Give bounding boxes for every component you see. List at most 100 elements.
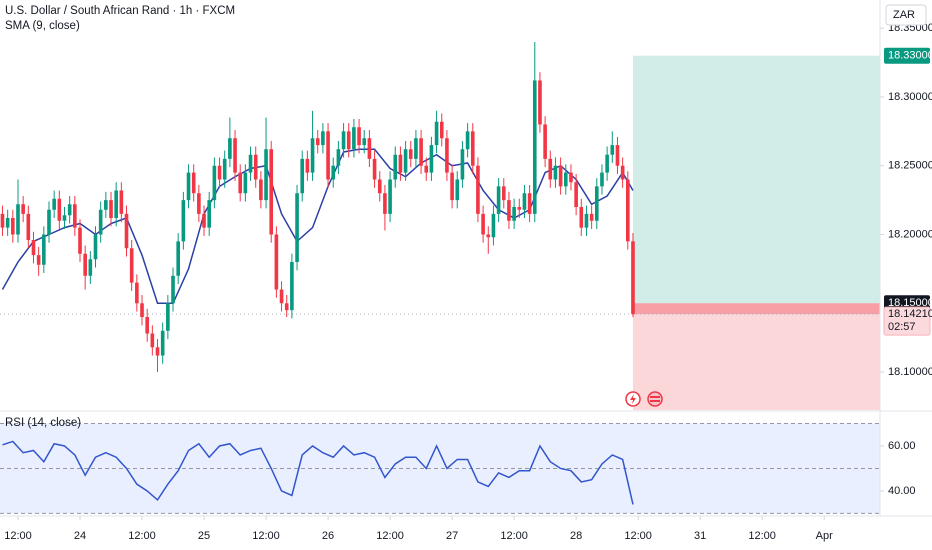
candle-body bbox=[62, 215, 67, 221]
stop-zone bbox=[632, 303, 880, 410]
candle-body bbox=[625, 179, 630, 242]
candle-body bbox=[321, 131, 325, 146]
candle-body bbox=[202, 213, 206, 228]
x-tick-label: 12:00 bbox=[4, 530, 32, 542]
candle-body bbox=[538, 80, 542, 125]
candle-body bbox=[558, 165, 563, 187]
candle-body bbox=[341, 131, 346, 150]
candle-body bbox=[445, 138, 449, 173]
x-tick-label: 12:00 bbox=[500, 530, 528, 542]
candle-body bbox=[197, 193, 201, 214]
x-tick-label: 12:00 bbox=[376, 530, 404, 542]
candle-body bbox=[517, 206, 522, 210]
x-tick-label: 12:00 bbox=[252, 530, 280, 542]
candle-body bbox=[31, 240, 36, 256]
y-tick-label: 60.00 bbox=[888, 440, 916, 452]
candle-body bbox=[21, 204, 25, 214]
flag-icon[interactable] bbox=[647, 391, 663, 407]
candle-body bbox=[274, 234, 279, 290]
x-tick-label: 12:00 bbox=[748, 530, 776, 542]
candle-body bbox=[507, 200, 511, 221]
candle-body bbox=[279, 289, 284, 304]
event-icon-glyph bbox=[630, 394, 636, 404]
candle-body bbox=[579, 206, 584, 228]
countdown-label: 02:57 bbox=[888, 321, 916, 333]
candle-body bbox=[491, 213, 496, 238]
candle-body bbox=[424, 165, 429, 173]
candle-body bbox=[388, 179, 392, 214]
candle-body bbox=[589, 213, 594, 221]
target-zone bbox=[632, 55, 880, 304]
candle-body bbox=[548, 158, 553, 180]
candle-body bbox=[439, 121, 444, 139]
candle-body bbox=[486, 234, 491, 238]
candle-body bbox=[605, 154, 609, 173]
axes: 18.3500018.3000018.2500018.2000018.10000… bbox=[4, 22, 932, 542]
candle-body bbox=[269, 149, 274, 235]
open-pnl-zone bbox=[632, 303, 880, 315]
candle-body bbox=[259, 179, 263, 201]
candle-body bbox=[47, 209, 51, 235]
candle-body bbox=[26, 213, 31, 241]
x-tick-label: 12:00 bbox=[128, 530, 156, 542]
candle-body bbox=[16, 204, 20, 235]
entry-badge-label: 18.15000 bbox=[888, 297, 932, 309]
candle-body bbox=[140, 303, 144, 318]
candle-body bbox=[631, 241, 635, 315]
x-tick-label: 25 bbox=[198, 530, 210, 542]
x-tick-label: Apr bbox=[816, 530, 833, 542]
candle-body bbox=[67, 204, 72, 216]
candle-body bbox=[496, 186, 501, 214]
candle-body bbox=[326, 131, 330, 180]
candle-body bbox=[377, 179, 382, 194]
background-layer bbox=[0, 55, 880, 514]
candle-body bbox=[83, 253, 87, 276]
candle-body bbox=[584, 213, 589, 228]
candle-body bbox=[42, 234, 46, 265]
currency-box[interactable] bbox=[885, 4, 927, 26]
candle-body bbox=[476, 165, 480, 214]
target-badge-label: 18.33000 bbox=[888, 50, 932, 62]
candle-body bbox=[398, 154, 403, 173]
candle-body bbox=[104, 200, 108, 210]
candle-body bbox=[620, 165, 625, 180]
candle-body bbox=[238, 172, 243, 194]
rsi-line bbox=[2, 440, 634, 505]
candle-body bbox=[357, 127, 361, 146]
candle-body bbox=[429, 145, 434, 173]
candle-body bbox=[403, 149, 408, 173]
last-price-badge bbox=[883, 306, 931, 336]
candle-body bbox=[455, 179, 460, 201]
candle-body bbox=[481, 213, 485, 235]
y-tick-label: 40.00 bbox=[888, 485, 916, 497]
candle-body bbox=[73, 204, 77, 228]
candle-body bbox=[212, 165, 217, 201]
rsi-band bbox=[0, 423, 880, 514]
candle-body bbox=[336, 149, 341, 166]
candle-body bbox=[362, 138, 367, 146]
candle-body bbox=[98, 209, 103, 235]
x-tick-label: 12:00 bbox=[624, 530, 652, 542]
x-tick-label: 31 bbox=[694, 530, 706, 542]
x-tick-label: 24 bbox=[74, 530, 86, 542]
x-tick-label: 26 bbox=[322, 530, 334, 542]
candle-body bbox=[419, 138, 423, 166]
candle-body bbox=[527, 193, 532, 214]
y-tick-label: 18.20000 bbox=[888, 228, 932, 240]
candle-body bbox=[512, 206, 516, 221]
candle-body bbox=[109, 200, 113, 218]
candle-body bbox=[228, 138, 232, 159]
candle-body bbox=[615, 145, 620, 166]
candle-body bbox=[569, 172, 573, 183]
candle-body bbox=[181, 200, 186, 242]
event-icons bbox=[625, 391, 663, 407]
flag-stripe bbox=[650, 400, 660, 402]
candle-body bbox=[155, 347, 160, 356]
candle-body bbox=[367, 138, 372, 159]
candle-body bbox=[383, 193, 387, 214]
y-tick-label: 18.25000 bbox=[888, 160, 932, 172]
candle-body bbox=[553, 165, 558, 180]
candle-body bbox=[248, 154, 253, 173]
candle-body bbox=[346, 131, 351, 150]
